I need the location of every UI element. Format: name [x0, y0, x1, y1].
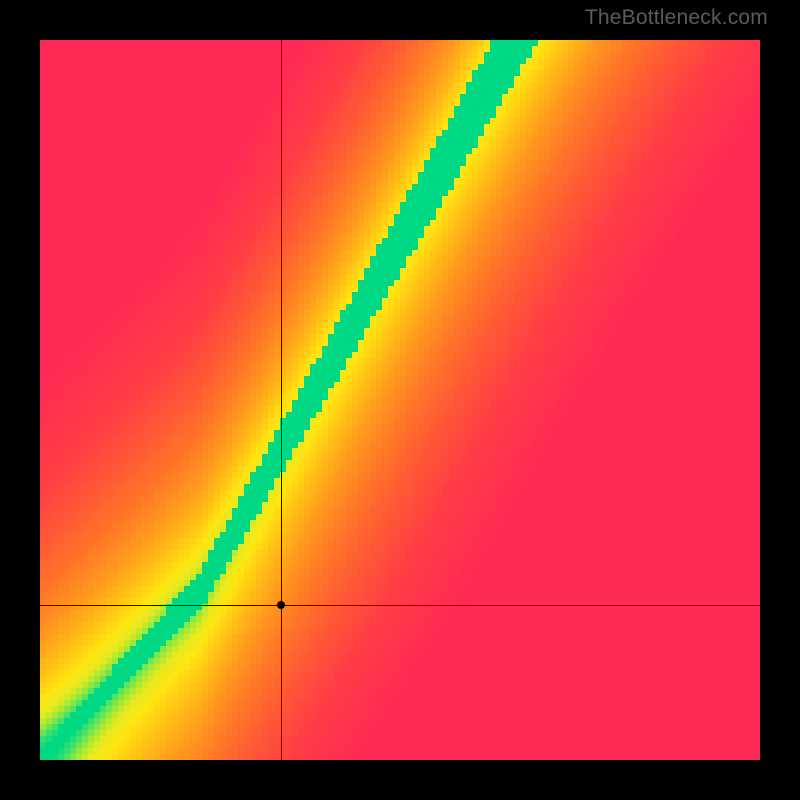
heatmap-canvas: [40, 40, 760, 760]
watermark-text: TheBottleneck.com: [585, 6, 768, 30]
chart-plot-area: [40, 40, 760, 760]
crosshair-vertical: [281, 40, 282, 760]
crosshair-horizontal: [40, 605, 760, 606]
marker-dot: [277, 601, 285, 609]
